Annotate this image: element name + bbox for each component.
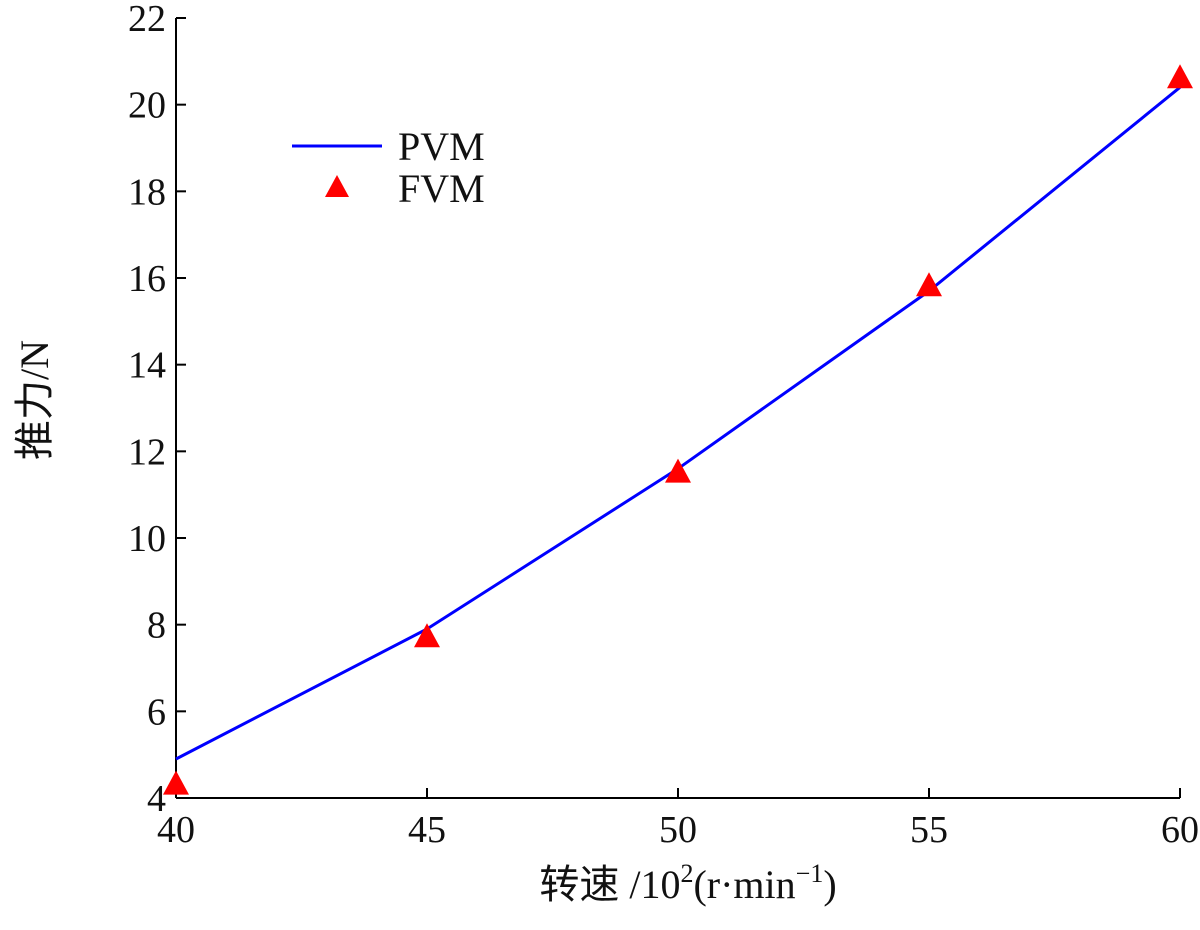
series-fvm-point bbox=[414, 623, 440, 648]
legend: PVM FVM bbox=[292, 124, 485, 211]
x-tick-label: 50 bbox=[659, 809, 697, 851]
y-tick-label: 22 bbox=[128, 0, 166, 40]
y-ticks: 4 6 8 10 12 14 16 18 20 22 bbox=[128, 0, 186, 820]
y-tick-label: 16 bbox=[128, 258, 166, 300]
x-tick-label: 45 bbox=[408, 809, 446, 851]
y-tick-label: 10 bbox=[128, 518, 166, 560]
series-fvm-point bbox=[1167, 64, 1193, 89]
legend-fvm-swatch bbox=[325, 175, 349, 197]
x-ticks: 40 45 50 55 60 bbox=[157, 788, 1199, 851]
x-tick-label: 60 bbox=[1161, 809, 1199, 851]
series-fvm-point bbox=[665, 458, 691, 483]
x-axis-title-unit-close: ) bbox=[823, 862, 836, 907]
y-tick-label: 12 bbox=[128, 431, 166, 473]
y-tick-label: 8 bbox=[147, 605, 166, 647]
series-pvm-line bbox=[175, 86, 1181, 761]
y-tick-label: 18 bbox=[128, 171, 166, 213]
legend-pvm-label: PVM bbox=[398, 124, 485, 169]
series-fvm-point bbox=[916, 272, 942, 297]
x-axis-title-unit-open: (r·min bbox=[693, 862, 795, 907]
x-tick-label: 55 bbox=[910, 809, 948, 851]
x-axis-title-exp: 2 bbox=[680, 859, 693, 888]
y-tick-label: 6 bbox=[147, 691, 166, 733]
x-axis-title-unit-exp: −1 bbox=[796, 859, 824, 888]
x-axis-title: 转速 /102(r·min−1) bbox=[539, 859, 836, 907]
y-axis-title: 推力/N bbox=[12, 340, 57, 460]
series-layer bbox=[163, 64, 1193, 795]
legend-fvm-label: FVM bbox=[398, 166, 485, 211]
x-tick-label: 40 bbox=[157, 809, 195, 851]
y-tick-label: 4 bbox=[147, 778, 166, 820]
series-fvm-point bbox=[163, 770, 189, 795]
y-tick-label: 20 bbox=[128, 85, 166, 127]
y-tick-label: 14 bbox=[128, 345, 166, 387]
x-axis-title-main: 转速 /10 bbox=[539, 862, 680, 907]
